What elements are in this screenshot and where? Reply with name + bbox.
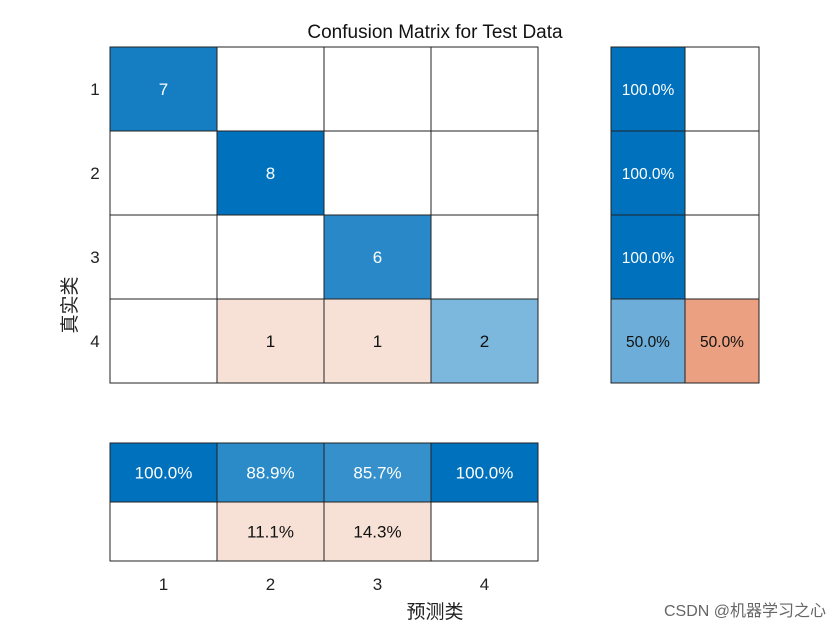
- y-tick-label: 4: [90, 332, 99, 351]
- matrix-cell-value: 8: [266, 164, 275, 183]
- column-summary-value: 100.0%: [456, 464, 514, 483]
- y-tick-label: 3: [90, 248, 99, 267]
- matrix-cell: [216, 46, 325, 132]
- matrix-cell: [216, 214, 325, 300]
- confusion-matrix-grid: 7 8 6 1 1 2: [109, 46, 539, 384]
- matrix-cell-value: 1: [373, 332, 382, 351]
- column-summary-value: 88.9%: [246, 464, 294, 483]
- matrix-cell-value: 7: [159, 80, 168, 99]
- column-summary-cell: [323, 501, 432, 562]
- row-summary-value: 50.0%: [626, 334, 670, 351]
- column-summary-cell: [430, 501, 539, 562]
- column-summary-cell: [109, 442, 218, 503]
- matrix-cell: [323, 46, 432, 132]
- row-summary-value: 100.0%: [622, 166, 675, 183]
- matrix-cell: [109, 214, 218, 300]
- row-summary-cell: [684, 46, 760, 132]
- watermark-text: CSDN @机器学习之心: [664, 602, 826, 620]
- x-axis-label: 预测类: [406, 601, 463, 623]
- row-summary-cell: [610, 298, 686, 384]
- row-summary-cell: [684, 130, 760, 216]
- column-summary-cell: [216, 442, 325, 503]
- y-tick-label: 1: [90, 80, 99, 99]
- column-summary-value: 11.1%: [247, 523, 294, 542]
- matrix-cell: [430, 298, 539, 384]
- column-summary-cell: [323, 442, 432, 503]
- column-summary-value: 14.3%: [353, 523, 401, 542]
- matrix-cell-value: 1: [266, 332, 275, 351]
- x-tick-label: 4: [480, 575, 489, 594]
- matrix-cell: [109, 298, 218, 384]
- x-tick-label: 1: [159, 575, 168, 594]
- x-tick-label: 3: [373, 575, 382, 594]
- axis-tick-labels: 1 2 3 4 1 2 3 4: [90, 80, 489, 594]
- matrix-cell: [323, 298, 432, 384]
- column-summary-value: 85.7%: [353, 464, 401, 483]
- x-tick-label: 2: [266, 575, 275, 594]
- matrix-cell: [430, 130, 539, 216]
- column-summary-value: 100.0%: [135, 464, 193, 483]
- row-summary-value: 100.0%: [622, 82, 675, 99]
- row-summary-cell: [684, 214, 760, 300]
- row-summary-cell: [610, 130, 686, 216]
- column-summary-cell: [430, 442, 539, 503]
- matrix-cell: [323, 214, 432, 300]
- chart-title: Confusion Matrix for Test Data: [307, 22, 563, 43]
- column-summary-cell: [216, 501, 325, 562]
- y-tick-label: 2: [90, 164, 99, 183]
- matrix-cell: [216, 130, 325, 216]
- column-summary-grid: 100.0% 88.9% 85.7% 100.0% 11.1% 14.3%: [109, 442, 539, 562]
- column-summary-cell: [109, 501, 218, 562]
- matrix-cell-value: 6: [373, 248, 382, 267]
- row-summary-grid: 100.0% 100.0% 100.0% 50.0% 50.0%: [610, 46, 760, 384]
- matrix-cell: [109, 130, 218, 216]
- row-summary-value: 100.0%: [622, 250, 675, 267]
- matrix-cell: [109, 46, 218, 132]
- matrix-cell: [323, 130, 432, 216]
- matrix-cell: [430, 214, 539, 300]
- row-summary-value: 50.0%: [700, 334, 744, 351]
- y-axis-label: 真实类: [59, 276, 81, 333]
- matrix-cell: [216, 298, 325, 384]
- matrix-cell: [430, 46, 539, 132]
- matrix-cell-value: 2: [480, 332, 489, 351]
- row-summary-cell: [684, 298, 760, 384]
